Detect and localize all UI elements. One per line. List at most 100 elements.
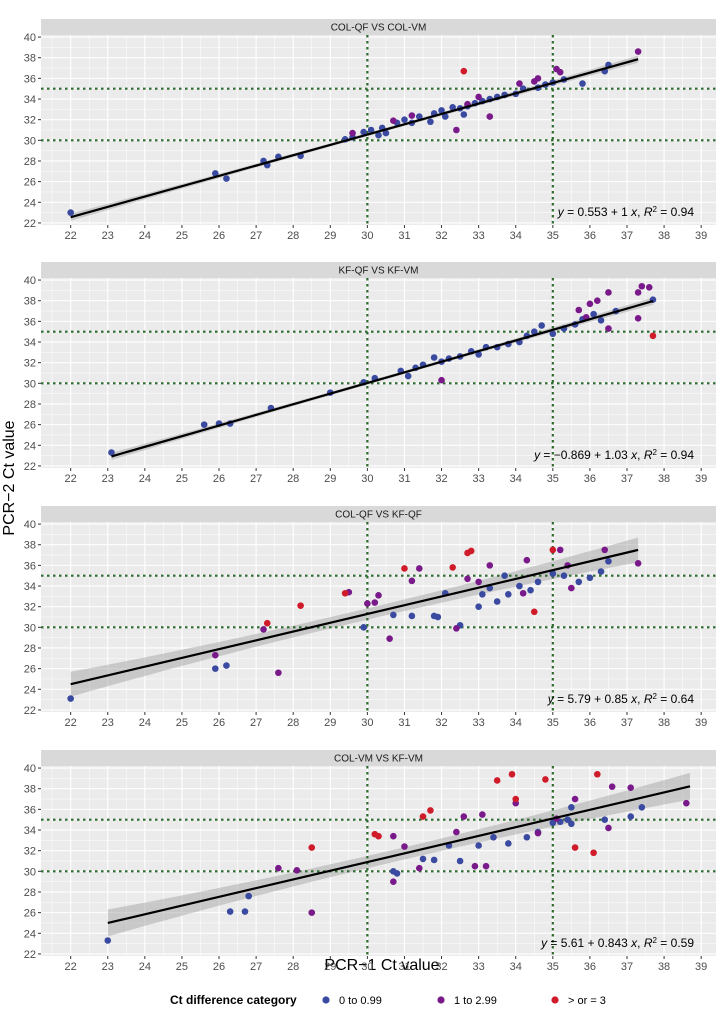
y-tick-label: 32 <box>24 602 36 614</box>
regression-equation: y = 5.79 + 0.85 x, R2 = 0.64 <box>547 692 695 707</box>
data-point <box>467 547 475 555</box>
x-tick-label: 30 <box>361 473 373 485</box>
data-point <box>449 103 456 111</box>
x-tick-label: 39 <box>695 230 707 242</box>
x-tick-label: 29 <box>324 230 336 242</box>
data-point <box>601 546 609 554</box>
data-point <box>475 842 482 849</box>
data-point <box>401 565 408 572</box>
legend-swatch-0 <box>322 996 330 1004</box>
data-point <box>297 602 304 609</box>
data-point <box>308 844 316 851</box>
data-point <box>241 908 249 915</box>
data-point <box>568 804 575 811</box>
x-tick-label: 29 <box>324 473 336 485</box>
x-tick-label: 30 <box>361 230 373 242</box>
data-point <box>453 625 460 632</box>
facet-panel-1: COL-QF VS COL-VM 22 23 24 25 26 27 28 29 30 31 32 33… <box>24 19 716 242</box>
data-point <box>308 909 316 916</box>
data-point <box>568 820 575 828</box>
x-tick-label: 35 <box>547 473 559 485</box>
data-point <box>571 795 579 803</box>
x-tick-label: 24 <box>139 473 151 485</box>
x-tick-label: 37 <box>621 717 633 729</box>
data-point <box>371 599 379 606</box>
data-point <box>434 613 442 621</box>
y-tick-label: 26 <box>24 908 36 920</box>
y-tick-label: 22 <box>24 705 36 717</box>
data-point <box>393 870 401 877</box>
y-tick-label: 40 <box>24 763 36 775</box>
data-point <box>634 560 642 567</box>
x-tick-label: 38 <box>658 473 670 485</box>
data-point <box>586 574 594 582</box>
x-tick-label: 28 <box>287 961 299 973</box>
data-point <box>594 770 601 778</box>
data-point <box>530 608 538 616</box>
x-tick-label: 38 <box>658 961 670 973</box>
data-point <box>200 421 208 428</box>
data-point <box>456 857 464 865</box>
legend-label-0: 0 to 0.99 <box>339 995 382 1007</box>
x-tick-label: 37 <box>621 230 633 242</box>
x-tick-label: 22 <box>65 473 77 485</box>
x-tick-label: 23 <box>102 717 114 729</box>
data-point <box>260 626 267 633</box>
fit-line <box>70 58 639 219</box>
data-point <box>408 112 416 119</box>
data-point <box>597 317 605 324</box>
data-point <box>453 126 460 134</box>
x-tick-label: 25 <box>176 230 188 242</box>
data-point <box>415 113 423 120</box>
x-tick-label: 23 <box>102 230 114 242</box>
data-point <box>471 862 479 870</box>
x-tick-label: 32 <box>435 473 447 485</box>
data-point <box>460 813 468 820</box>
y-tick-label: 28 <box>24 156 36 168</box>
data-point <box>475 578 482 586</box>
data-point <box>375 592 382 599</box>
data-point <box>212 170 219 177</box>
data-point <box>108 449 115 456</box>
y-tick-label: 38 <box>24 540 36 552</box>
data-point <box>486 113 494 120</box>
data-point <box>375 832 382 840</box>
regression-equation: y = −0.869 + 1.03 x, R2 = 0.94 <box>533 448 694 463</box>
y-tick-label: 34 <box>24 94 36 106</box>
x-tick-label: 22 <box>65 230 77 242</box>
data-point <box>605 325 612 332</box>
data-point <box>683 799 690 807</box>
x-tick-label: 22 <box>65 717 77 729</box>
x-tick-label: 38 <box>658 230 670 242</box>
data-point <box>223 662 230 669</box>
x-tick-label: 39 <box>695 717 707 729</box>
data-point <box>638 804 646 811</box>
y-tick-label: 28 <box>24 887 36 899</box>
x-tick-label: 33 <box>473 717 485 729</box>
y-tick-label: 30 <box>24 378 36 390</box>
y-tick-label: 22 <box>24 949 36 961</box>
x-tick-label: 39 <box>695 961 707 973</box>
x-tick-label: 35 <box>547 230 559 242</box>
legend-title: Ct difference category <box>170 993 297 1007</box>
x-tick-label: 35 <box>547 961 559 973</box>
regression-equation: y = 5.61 + 0.843 x, R2 = 0.59 <box>540 936 694 951</box>
data-point <box>505 840 512 847</box>
data-point <box>382 129 390 137</box>
data-point <box>401 116 408 123</box>
data-point <box>360 624 367 631</box>
y-tick-label: 34 <box>24 581 36 593</box>
data-point <box>364 600 371 607</box>
fit-line <box>70 548 639 686</box>
data-point <box>212 651 219 659</box>
legend-label-2: > or = 3 <box>568 995 606 1007</box>
data-point <box>67 209 74 216</box>
data-point <box>519 589 527 597</box>
data-point <box>556 68 564 76</box>
x-tick-label: 30 <box>361 961 373 973</box>
x-tick-label: 29 <box>324 961 336 973</box>
y-tick-label: 24 <box>24 197 36 209</box>
x-axis-title: PCR−1 Ct value <box>324 957 439 974</box>
x-tick-label: 34 <box>510 961 522 973</box>
data-point <box>523 556 531 564</box>
